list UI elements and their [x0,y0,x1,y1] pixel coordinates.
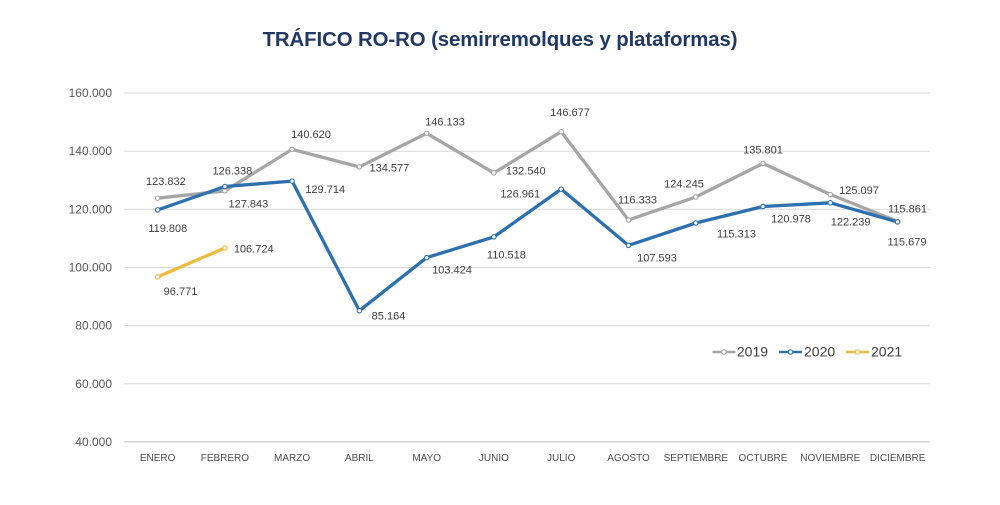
svg-text:NOVIEMBRE: NOVIEMBRE [800,453,860,464]
svg-text:115.679: 115.679 [888,237,927,249]
svg-text:2020: 2020 [804,344,835,360]
svg-text:129.714: 129.714 [305,184,345,196]
svg-text:JULIO: JULIO [547,453,576,464]
svg-text:134.577: 134.577 [370,163,410,175]
svg-text:100.000: 100.000 [69,261,113,275]
svg-text:80.000: 80.000 [75,319,112,333]
svg-text:146.133: 146.133 [425,117,465,129]
svg-text:160.000: 160.000 [69,86,113,100]
svg-text:123.832: 123.832 [146,176,186,188]
svg-text:120.978: 120.978 [771,213,811,225]
svg-text:60.000: 60.000 [75,377,112,391]
svg-text:2019: 2019 [737,344,768,360]
svg-text:124.245: 124.245 [664,178,704,190]
svg-text:140.000: 140.000 [69,144,113,158]
svg-text:85.164: 85.164 [372,310,406,322]
svg-text:119.808: 119.808 [148,223,187,235]
svg-text:TRÁFICO RO-RO (semirremolques: TRÁFICO RO-RO (semirremolques y platafor… [263,28,738,51]
svg-text:110.518: 110.518 [487,250,526,262]
svg-text:115.313: 115.313 [717,228,756,240]
svg-text:96.771: 96.771 [164,286,198,298]
svg-text:127.843: 127.843 [229,199,269,211]
svg-text:107.593: 107.593 [637,252,677,264]
svg-text:2021: 2021 [871,344,902,360]
svg-text:126.961: 126.961 [500,189,540,201]
svg-text:132.540: 132.540 [506,166,546,178]
svg-text:MAYO: MAYO [412,453,441,464]
svg-text:103.424: 103.424 [432,265,472,277]
svg-text:AGOSTO: AGOSTO [607,453,650,464]
svg-text:ABRIL: ABRIL [345,453,374,464]
svg-text:135.801: 135.801 [743,144,783,156]
svg-text:120.000: 120.000 [69,202,113,216]
svg-text:JUNIO: JUNIO [479,453,509,464]
svg-text:OCTUBRE: OCTUBRE [739,453,788,464]
svg-text:40.000: 40.000 [75,435,112,449]
svg-text:DICIEMBRE: DICIEMBRE [870,453,926,464]
svg-text:106.724: 106.724 [234,243,274,255]
svg-text:125.097: 125.097 [839,185,879,197]
svg-text:SEPTIEMBRE: SEPTIEMBRE [664,453,729,464]
svg-text:FEBRERO: FEBRERO [201,453,250,464]
svg-text:ENERO: ENERO [140,453,176,464]
svg-text:MARZO: MARZO [274,453,310,464]
svg-text:140.620: 140.620 [291,129,331,141]
svg-text:146.677: 146.677 [550,107,590,119]
svg-text:116.333: 116.333 [618,195,657,207]
svg-text:115.861: 115.861 [888,203,927,215]
svg-text:126.338: 126.338 [213,166,253,178]
svg-text:122.239: 122.239 [831,216,871,228]
